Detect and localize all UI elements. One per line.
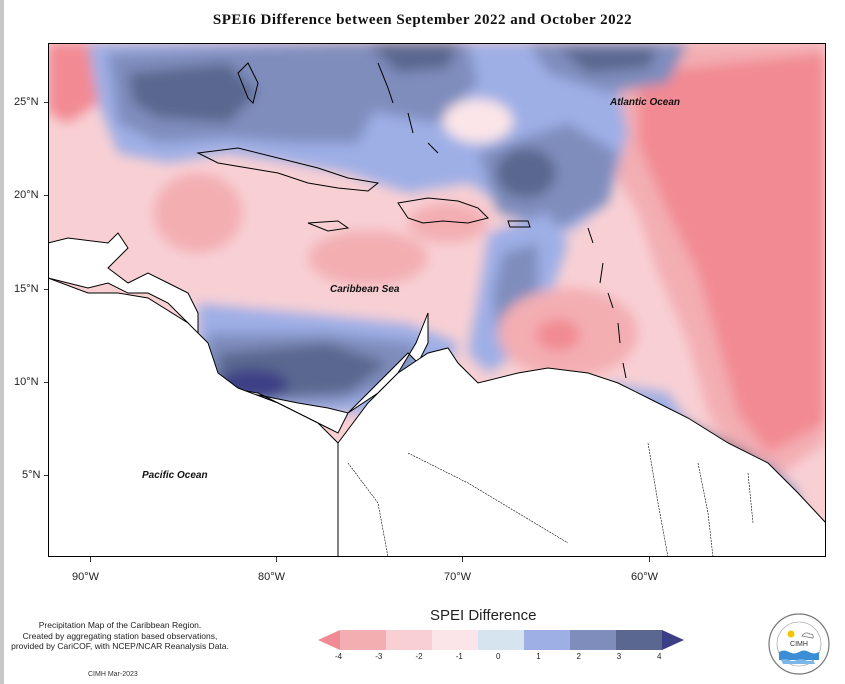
landmass (48, 232, 826, 557)
lat-label-5n: 5°N (22, 469, 41, 481)
legend-tick-label: 2 (576, 652, 581, 661)
lat-label-10n: 10°N (14, 376, 39, 388)
legend-cell (340, 630, 387, 650)
legend-cell (432, 630, 479, 650)
lat-label-15n: 15°N (14, 283, 39, 295)
lon-label-80w: 80°W (258, 571, 286, 583)
legend-cell (524, 630, 571, 650)
sun-icon (787, 630, 795, 638)
lat-tick (44, 289, 48, 290)
legend-cell (570, 630, 617, 650)
note-line-1: Precipitation Map of the Caribbean Regio… (38, 620, 202, 630)
legend-cell (662, 630, 684, 650)
lat-label-25n: 25°N (14, 96, 39, 108)
legend-tick-label: -1 (455, 652, 463, 661)
legend-cell (318, 630, 340, 650)
legend-colorbar (318, 630, 684, 650)
wave-icon (779, 650, 819, 660)
map-notes: Precipitation Map of the Caribbean Regio… (5, 620, 235, 652)
note-line-3: provided by CariCOF, with NCEP/NCAR Rean… (11, 641, 229, 651)
borders (347, 442, 754, 557)
lat-tick (44, 102, 48, 103)
cloud-icon (801, 632, 814, 639)
page-edge (0, 0, 4, 684)
map-title: SPEI6 Difference between September 2022 … (212, 12, 633, 28)
lat-label-20n: 20°N (14, 189, 39, 201)
lon-tick (462, 557, 463, 562)
legend-cell (386, 630, 433, 650)
atlantic-ocean-label: Atlantic Ocean (610, 97, 681, 108)
lon-tick (90, 557, 91, 562)
lon-label-90w: 90°W (72, 571, 100, 583)
pacific-ocean-label: Pacific Ocean (142, 470, 208, 481)
map-canvas (48, 43, 826, 557)
cimh-logo: CIMH (768, 613, 830, 675)
legend-tick-label: 4 (657, 652, 662, 661)
legend-cell (616, 630, 663, 650)
lat-tick (44, 382, 48, 383)
logo-text: CIMH (790, 641, 808, 648)
legend-tick-label: -2 (415, 652, 423, 661)
credit-text: CIMH Mar-2023 (88, 671, 138, 678)
lon-tick (276, 557, 277, 562)
legend-tick-label: 3 (616, 652, 622, 661)
caribbean-sea-label: Caribbean Sea (330, 284, 400, 295)
legend-tick-label: -4 (335, 652, 343, 661)
lon-label-60w: 60°W (631, 571, 659, 583)
legend-tick-label: -3 (375, 652, 383, 661)
legend-tick-label: 0 (496, 652, 501, 661)
legend-cell (478, 630, 525, 650)
islands (196, 62, 627, 379)
spei-contour-field (48, 43, 826, 557)
lat-tick (44, 195, 48, 196)
lon-tick (649, 557, 650, 562)
lon-label-70w: 70°W (444, 571, 472, 583)
lat-tick (44, 475, 48, 476)
legend-tick-label: 1 (536, 652, 541, 661)
note-line-2: Created by aggregating station based obs… (22, 630, 218, 641)
legend-title: SPEI Difference (430, 607, 537, 624)
